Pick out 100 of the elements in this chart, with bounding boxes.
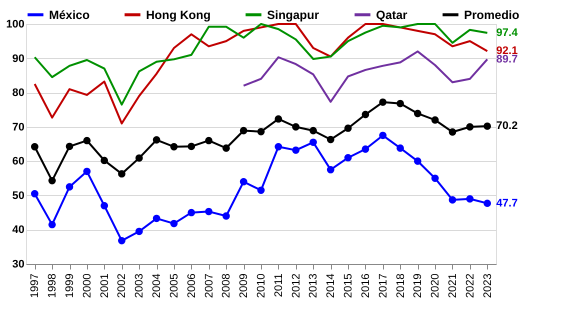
x-tick-label: 2005 (168, 274, 180, 298)
x-tick-label: 2016 (360, 274, 372, 298)
x-tick-label: 2011 (272, 274, 285, 298)
point (83, 136, 91, 144)
point (30, 143, 38, 150)
legend-label: Hong Kong (146, 8, 211, 22)
x-tick-label: 2008 (220, 274, 233, 298)
point (100, 202, 108, 210)
point (135, 228, 143, 236)
x-tick-label: 2019 (412, 274, 424, 298)
x-tick-label: 2007 (203, 274, 216, 298)
y-tick-label: 90 (12, 52, 24, 65)
point (466, 123, 474, 131)
legend-label: Promedio (464, 8, 520, 22)
x-tick-label: 2010 (256, 274, 268, 298)
point (83, 168, 91, 176)
point (414, 110, 422, 118)
line-series (34, 23, 488, 124)
point (48, 220, 56, 228)
x-tick-label: 2006 (186, 274, 198, 298)
point (326, 136, 334, 144)
point (396, 100, 404, 108)
y-tick-label: 100 (6, 18, 24, 30)
y-tick-label: 70 (12, 121, 24, 134)
line-series (34, 23, 488, 106)
point (448, 196, 456, 204)
point (379, 98, 387, 106)
point (118, 236, 126, 244)
x-tick-label: 1999 (64, 274, 76, 298)
point (30, 190, 38, 198)
x-tick-label: 2012 (290, 274, 302, 298)
point (274, 115, 282, 123)
point (431, 116, 439, 124)
point (48, 176, 56, 184)
y-tick-label: 30 (12, 258, 24, 270)
point (170, 143, 178, 150)
point (257, 128, 265, 136)
x-tick-label: 2009 (238, 274, 250, 298)
point (240, 178, 248, 186)
point (188, 142, 196, 150)
point (66, 183, 74, 191)
legend-label: México (49, 8, 90, 22)
x-tick-label: 2004 (151, 274, 164, 298)
point (362, 145, 370, 153)
y-tick-label: 60 (12, 156, 24, 168)
point (240, 126, 248, 134)
point (310, 126, 317, 134)
y-tick-label: 40 (12, 224, 24, 236)
point (152, 214, 160, 222)
point (414, 157, 422, 165)
x-tick-label: 2000 (81, 274, 94, 298)
x-tick-label: 2013 (308, 274, 320, 298)
point (100, 156, 108, 164)
annotation: 47.7 (496, 197, 518, 210)
legend-label: Singapur (267, 8, 320, 22)
x-tick-label: 2015 (342, 274, 355, 298)
point (66, 142, 74, 150)
annotation: 70.2 (496, 120, 518, 132)
point (257, 186, 265, 194)
x-tick-label: 2014 (325, 274, 338, 298)
x-tick-label: 1997 (29, 274, 42, 298)
point (222, 144, 230, 152)
point (135, 154, 143, 162)
point (448, 128, 456, 136)
line-series (242, 50, 488, 103)
point (466, 195, 474, 203)
point (484, 200, 492, 208)
point (344, 154, 352, 162)
x-tick-label: 2021 (446, 274, 459, 298)
point (379, 132, 387, 140)
legend-label: Qatar (376, 8, 408, 22)
point (292, 123, 300, 131)
point (222, 212, 230, 220)
x-tick-label: 2023 (482, 274, 494, 298)
point (396, 144, 404, 152)
x-tick-label: 2001 (98, 274, 111, 298)
x-tick-label: 2018 (394, 274, 407, 298)
point (362, 110, 370, 118)
x-tick-label: 2022 (464, 274, 476, 298)
x-tick-label: 2003 (134, 274, 146, 298)
point (484, 122, 492, 130)
point (431, 174, 439, 182)
point (170, 220, 178, 228)
point (152, 136, 160, 144)
point (310, 138, 317, 146)
point (292, 146, 300, 154)
point (326, 166, 334, 174)
annotation: 97.4 (496, 26, 519, 39)
point (118, 170, 126, 178)
y-tick-label: 80 (12, 87, 24, 100)
point (205, 136, 212, 144)
x-tick-label: 2020 (430, 274, 442, 298)
x-tick-label: 1998 (46, 274, 59, 298)
point (274, 143, 282, 150)
point (205, 208, 212, 216)
x-tick-label: 2017 (377, 274, 390, 298)
y-tick-label: 50 (12, 190, 24, 202)
point (188, 208, 196, 216)
x-tick-label: 2002 (116, 274, 128, 298)
point (344, 124, 352, 132)
